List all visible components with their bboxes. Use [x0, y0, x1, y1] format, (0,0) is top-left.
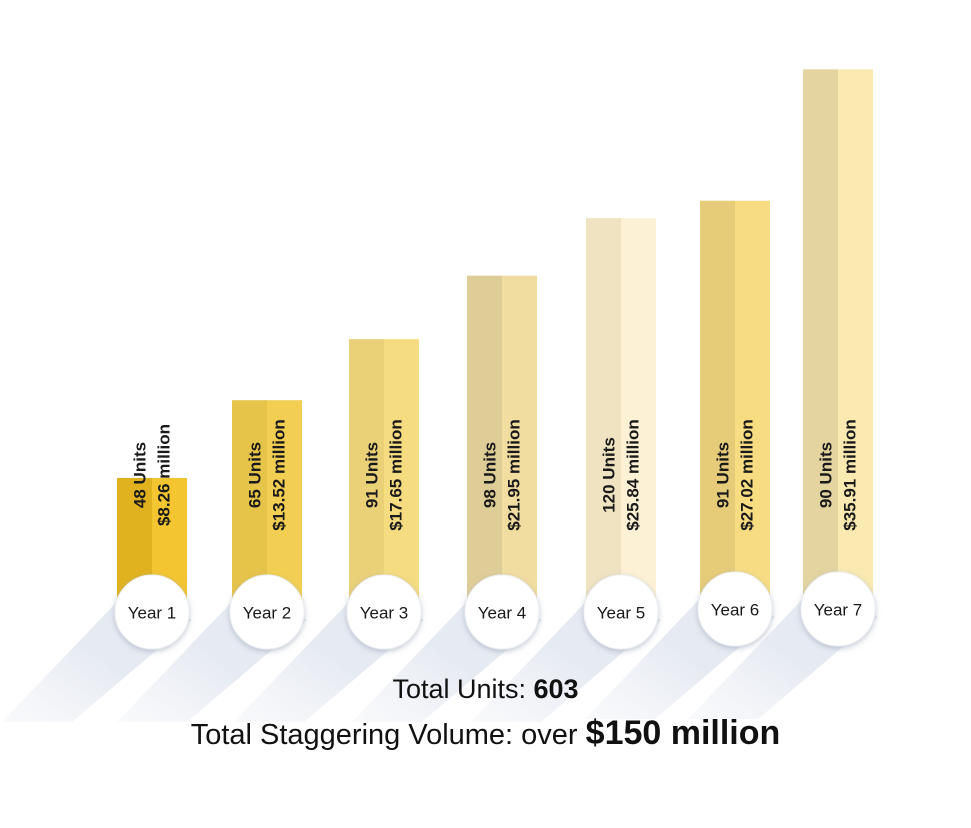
bar-units-label: 91 Units	[714, 442, 733, 508]
bar-right-face	[621, 218, 656, 601]
total-volume-line: Total Staggering Volume: over $150 milli…	[0, 714, 971, 753]
bar-volume-label: $21.95 million	[505, 419, 524, 531]
year-circle	[229, 574, 305, 650]
bar-right-face	[267, 400, 302, 600]
bar-4	[467, 275, 537, 600]
bar-7	[803, 69, 873, 600]
bar-2	[232, 400, 302, 600]
bar-volume-label: $13.52 million	[270, 419, 289, 531]
bar-volume-label: $35.91 million	[841, 419, 860, 531]
bar-left-face	[349, 339, 384, 600]
year-label: Year 4	[478, 604, 527, 623]
bar-left-face	[467, 275, 502, 600]
bar-units-label: 120 Units	[600, 437, 619, 513]
total-volume-label: Total Staggering Volume: over	[190, 719, 586, 751]
year-label: Year 5	[597, 604, 646, 623]
bar-right-face	[735, 200, 770, 600]
bar-right-face	[838, 69, 873, 600]
total-units-value: 603	[533, 674, 579, 704]
bar-units-label: 91 Units	[363, 442, 382, 508]
bar-volume-label: $27.02 million	[738, 419, 757, 531]
year-circle	[114, 574, 190, 650]
year-label: Year 2	[243, 604, 292, 623]
year-label: Year 7	[814, 601, 863, 620]
year-circle	[583, 574, 659, 650]
bar-units-label: 90 Units	[817, 442, 836, 508]
year-label: Year 1	[128, 604, 177, 623]
year-circle	[800, 571, 876, 647]
bar-3	[349, 339, 419, 600]
bar-right-face	[384, 339, 419, 600]
total-units-label: Total Units:	[392, 674, 534, 704]
bar-volume-label: $8.26 million	[155, 424, 174, 526]
bar-5	[586, 218, 656, 601]
bar-volume-label: $17.65 million	[387, 419, 406, 531]
bar-volume-label: $25.84 million	[624, 419, 643, 531]
bar-right-face	[502, 275, 537, 600]
year-label: Year 3	[360, 604, 409, 623]
year-circle	[346, 574, 422, 650]
year-label: Year 6	[711, 601, 760, 620]
year-circle	[464, 574, 540, 650]
year-circle	[697, 571, 773, 647]
bar-left-face	[803, 69, 838, 600]
bar-6	[700, 200, 770, 600]
total-volume-value: $150 million	[585, 714, 781, 752]
bar-units-label: 48 Units	[131, 442, 150, 508]
bar-left-face	[586, 218, 621, 601]
bar-left-face	[232, 400, 267, 600]
total-units-line: Total Units: 603	[0, 674, 971, 705]
bar-units-label: 98 Units	[481, 442, 500, 508]
bar-units-label: 65 Units	[246, 442, 265, 508]
bar-left-face	[700, 200, 735, 600]
